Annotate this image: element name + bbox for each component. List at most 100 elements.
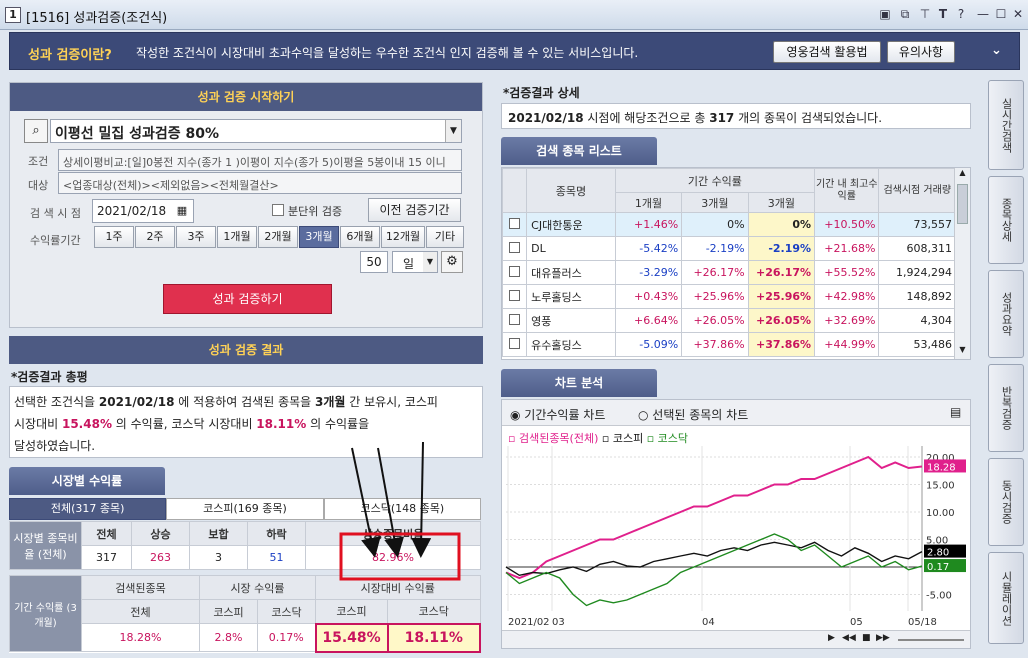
notice-button[interactable]: 유의사항 (887, 41, 955, 63)
table-row[interactable]: CJ대한통운 +1.46% 0% 0% +10.50% 73,557 (502, 212, 956, 237)
copy-icon[interactable]: ⧉ (900, 7, 910, 21)
stock-3m: +26.05% (747, 308, 816, 333)
stock-name[interactable]: DL (526, 236, 616, 261)
nav-right-icon[interactable]: ▶ (828, 633, 835, 643)
maximize-icon[interactable]: ☐ (995, 7, 1007, 21)
guide-button[interactable]: 영웅검색 활용법 (773, 41, 881, 63)
summary-line-2: 시장대비 15.48% 의 수익률, 코스닥 시장대비 18.11% 의 수익률… (14, 417, 370, 431)
table-row[interactable]: 노루홀딩스 +0.43% +25.96% +25.96% +42.98% 148,892 (502, 284, 956, 309)
stock-3m-a: +26.05% (681, 308, 749, 333)
row-checkbox[interactable] (502, 308, 528, 333)
stock-name[interactable]: CJ대한통운 (526, 212, 616, 237)
table-row[interactable]: 유수홀딩스 -5.09% +37.86% +37.86% +44.99% 53,486 (502, 332, 956, 357)
prev-period-button[interactable]: 이전 검증기간 (368, 198, 461, 222)
h-1m: 1개월 (614, 192, 683, 213)
period-button-1[interactable]: 2주 (135, 226, 175, 248)
target-label: 대상 (28, 179, 49, 192)
chart-tab[interactable]: 차트 분석 (501, 369, 657, 397)
stocklist-tab[interactable]: 검색 종목 리스트 (501, 137, 657, 165)
period-button-3[interactable]: 1개월 (217, 226, 257, 248)
x-tick-label: 05/18 (908, 617, 937, 628)
right-tab-2[interactable]: 성과요약 (988, 270, 1024, 358)
table-row[interactable]: 대유플러스 -3.29% +26.17% +26.17% +55.52% 1,924,29… (502, 260, 956, 285)
col-down: 하락 (247, 521, 306, 546)
layout-icon[interactable]: ▣ (879, 7, 891, 21)
count-input[interactable]: 50 (360, 251, 388, 273)
search-date-label: 검 색 시 점 (30, 207, 81, 220)
market-tab[interactable]: 시장별 수익률 (9, 467, 165, 495)
h-period: 기간 수익률 (614, 168, 816, 193)
scroll-up-icon[interactable]: ▲ (959, 168, 966, 177)
dropdown-arrow-icon[interactable]: ▼ (445, 120, 461, 142)
row-checkbox[interactable] (502, 284, 528, 309)
split-checkbox[interactable] (272, 204, 284, 216)
right-tab-1[interactable]: 종목상세 (988, 176, 1024, 264)
row-checkbox[interactable] (502, 332, 528, 357)
search-date-input[interactable]: 2021/02/18 ▦ (92, 199, 194, 223)
y-tick-label: 10.00 (926, 508, 955, 519)
run-verify-button[interactable]: 성과 검증하기 (163, 284, 332, 314)
close-icon[interactable]: ✕ (1012, 7, 1024, 21)
detail-box: 2021/02/18 시점에 해당조건으로 총 317 개의 종목이 검색되었습… (501, 103, 971, 129)
val-up: 263 (131, 545, 190, 570)
minimize-icon[interactable]: — (977, 7, 989, 21)
nav-stop-icon[interactable]: ■ (862, 633, 871, 643)
stock-name[interactable]: 대유플러스 (526, 260, 616, 285)
stock-name[interactable]: 노루홀딩스 (526, 284, 616, 309)
period-button-2[interactable]: 3주 (176, 226, 216, 248)
stock-max: +42.98% (814, 284, 880, 309)
help-icon[interactable]: ? (957, 7, 965, 21)
row-checkbox[interactable] (502, 236, 528, 261)
right-tab-0[interactable]: 실시간검색 (988, 80, 1024, 170)
right-tab-4[interactable]: 동시검증 (988, 458, 1024, 546)
period-button-4[interactable]: 2개월 (258, 226, 298, 248)
formula-select[interactable]: 이평선 밀집 성과검증 80% ▼ (50, 119, 462, 143)
radio-period-chart[interactable]: ◉ 기간수익률 차트 (510, 408, 606, 422)
scroll-down-icon[interactable]: ▼ (959, 345, 966, 354)
chart-menu-icon[interactable]: ▤ (950, 405, 962, 419)
chevron-down-icon[interactable]: ⌄ (991, 43, 1002, 58)
x-tick-label: 03 (552, 617, 565, 628)
h-vol: 검색시점 거래량 (878, 168, 956, 213)
table-row[interactable]: DL -5.42% -2.19% -2.19% +21.68% 608,311 (502, 236, 956, 261)
stock-scrollbar[interactable]: ▲ ▼ (954, 168, 970, 359)
period-return-table: 기간 수익률 (3개월) 검색된종목 시장 수익률 시장대비 수익률 전체 코스… (9, 575, 481, 653)
col-up: 상승 (131, 521, 190, 546)
pin-icon[interactable]: ⊤ (919, 7, 931, 21)
zoom-slider[interactable] (898, 639, 964, 641)
table-row[interactable]: 영풍 +6.64% +26.05% +26.05% +32.69% 4,304 (502, 308, 956, 333)
right-tab-3[interactable]: 반복검증 (988, 364, 1024, 452)
period-button-6[interactable]: 6개월 (340, 226, 380, 248)
row-checkbox[interactable] (502, 212, 528, 237)
stock-name[interactable]: 유수홀딩스 (526, 332, 616, 357)
row-checkbox[interactable] (502, 260, 528, 285)
scroll-thumb[interactable] (957, 184, 968, 224)
stock-3m: 0% (747, 212, 816, 237)
split-label: 분단위 검증 (288, 205, 343, 218)
target-field: <업종대상(전체)><제외없음><전체월결산> (58, 172, 462, 194)
unit-select[interactable]: 일 ▼ (392, 251, 438, 273)
r-kospi: 2.8% (199, 623, 258, 652)
font-icon[interactable]: T (938, 7, 948, 21)
subtab-kospi[interactable]: 코스피(169 종목) (166, 498, 324, 520)
period-button-0[interactable]: 1주 (94, 226, 134, 248)
period-button-8[interactable]: 기타 (426, 226, 464, 248)
right-tab-5[interactable]: 시뮬레이션 (988, 552, 1024, 644)
x-kospi: 15.48% (314, 622, 389, 653)
stock-name[interactable]: 영풍 (526, 308, 616, 333)
radio-selected-chart[interactable]: ○ 선택된 종목의 차트 (638, 408, 749, 422)
h-3m-a: 3개월 (681, 192, 749, 213)
period-button-7[interactable]: 12개월 (381, 226, 425, 248)
settings-gear-icon[interactable]: ⚙ (441, 251, 463, 273)
period-button-5[interactable]: 3개월 (299, 226, 339, 248)
calendar-icon[interactable]: ▦ (176, 204, 188, 217)
last-value-badge-1 (924, 544, 966, 558)
unit-arrow-icon[interactable]: ▼ (423, 252, 437, 272)
formula-open-icon[interactable]: ⌕ (24, 119, 48, 143)
nav-forward-icon[interactable]: ▶▶ (876, 633, 890, 643)
return-row-label: 기간 수익률 (3개월) (9, 575, 82, 652)
subtab-all[interactable]: 전체(317 종목) (9, 498, 167, 520)
val-all: 317 (81, 545, 132, 570)
nav-rewind-icon[interactable]: ◀◀ (842, 633, 856, 643)
